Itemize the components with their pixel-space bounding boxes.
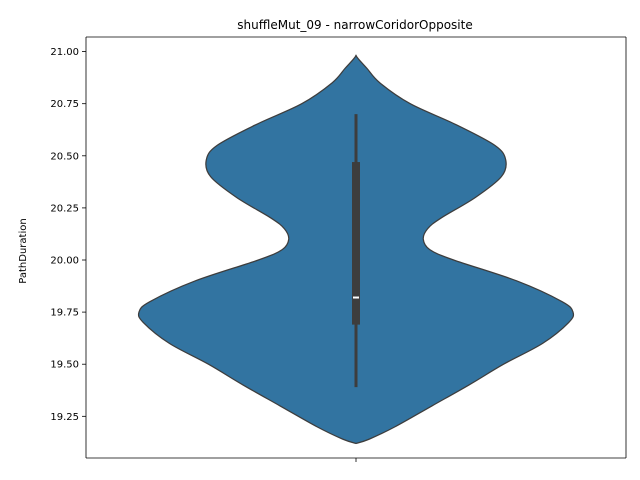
chart-title: shuffleMut_09 - narrowCoridorOpposite (237, 18, 472, 32)
iqr-box (352, 162, 360, 325)
y-tick-label: 20.00 (50, 256, 79, 267)
y-tick-label: 20.75 (50, 99, 79, 110)
y-tick-label: 19.75 (50, 308, 79, 319)
y-tick-label: 19.25 (50, 412, 79, 423)
plot-area (137, 54, 575, 445)
y-tick-label: 21.00 (50, 47, 79, 58)
y-tick-label: 20.50 (50, 151, 79, 162)
y-axis: 19.25 19.50 19.75 20.00 20.25 20.50 20.75 21.00 (50, 36, 627, 462)
y-axis-label: PathDuration (18, 218, 29, 283)
y-tick-label: 20.25 (50, 203, 79, 214)
y-tick-label: 19.50 (50, 360, 79, 371)
